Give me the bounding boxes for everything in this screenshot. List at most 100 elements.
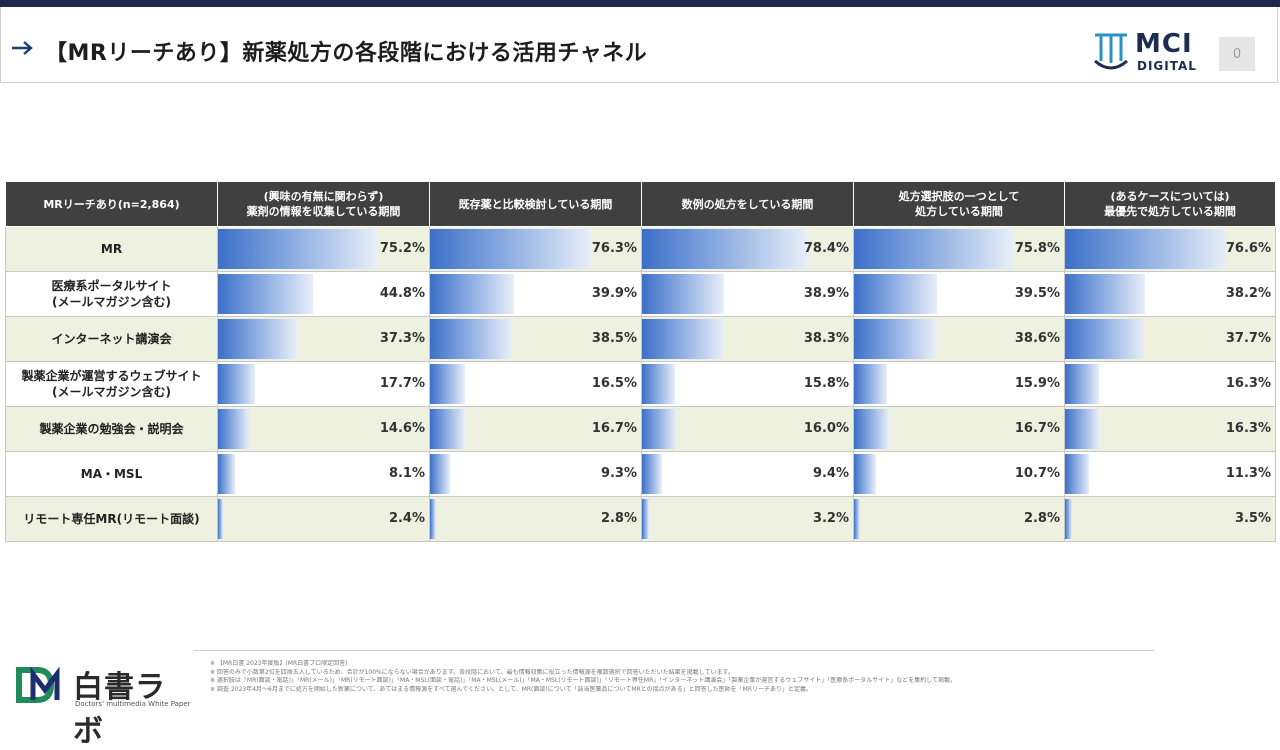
data-cell: 15.8%	[641, 361, 854, 407]
row-label: インターネット講演会	[5, 316, 218, 362]
slide-header: 【MRリーチあり】新薬処方の各段階における活用チャネル MCI DIGITAL …	[0, 7, 1278, 83]
value-label: 16.0%	[803, 421, 849, 436]
data-cell: 38.5%	[429, 316, 642, 362]
footnote-line: ※ 【MR白書 2023年度版】(MR白書プロ限定回答)	[210, 660, 348, 667]
data-cell: 3.5%	[1064, 496, 1276, 542]
value-label: 37.7%	[1225, 331, 1271, 346]
value-bar	[430, 319, 512, 359]
value-label: 10.7%	[1014, 466, 1060, 481]
value-label: 38.6%	[1014, 331, 1060, 346]
mci-logo-mark-icon	[1094, 33, 1128, 70]
value-label: 16.7%	[591, 421, 637, 436]
table-row: 製薬企業が運営するウェブサイト (メールマガジン含む) 17.7% 16.5% 15.…	[5, 361, 1276, 407]
value-bar	[642, 499, 649, 539]
top-accent-bar	[0, 0, 1280, 7]
data-cell: 2.8%	[429, 496, 642, 542]
data-cell: 38.2%	[1064, 271, 1276, 317]
data-cell: 38.9%	[641, 271, 854, 317]
table-row: MR 75.2% 76.3% 78.4% 75.8% 76.6%	[5, 226, 1276, 272]
hakusho-labo-logo: 白書ラボ Doctors' multimedia White Paper	[15, 662, 195, 749]
value-label: 16.7%	[1014, 421, 1060, 436]
data-cell: 8.1%	[217, 451, 430, 497]
value-bar	[854, 409, 890, 449]
value-bar	[642, 364, 676, 404]
data-cell: 3.2%	[641, 496, 854, 542]
table-row: インターネット講演会 37.3% 38.5% 38.3% 38.6% 37.7%	[5, 316, 1276, 362]
value-bar	[854, 454, 877, 494]
data-cell: 15.9%	[853, 361, 1065, 407]
digital-brand-text: DIGITAL	[1137, 59, 1197, 73]
value-label: 76.3%	[591, 241, 637, 256]
value-label: 16.5%	[591, 376, 637, 391]
page-title: 【MRリーチあり】新薬処方の各段階における活用チャネル	[45, 41, 648, 66]
table-corner-header: MRリーチあり(n=2,864)	[5, 181, 218, 227]
data-cell: 76.3%	[429, 226, 642, 272]
value-label: 38.9%	[803, 286, 849, 301]
value-bar	[854, 499, 860, 539]
value-label: 2.4%	[388, 511, 425, 526]
value-bar	[430, 229, 591, 269]
value-label: 3.2%	[812, 511, 849, 526]
value-bar	[218, 319, 297, 359]
data-cell: 9.4%	[641, 451, 854, 497]
data-cell: 39.5%	[853, 271, 1065, 317]
value-bar	[1065, 409, 1100, 449]
data-cell: 10.7%	[853, 451, 1065, 497]
row-label: 医療系ポータルサイト (メールマガジン含む)	[5, 271, 218, 317]
value-label: 15.9%	[1014, 376, 1060, 391]
value-bar	[218, 274, 313, 314]
data-cell: 16.5%	[429, 361, 642, 407]
hakusho-brand-subtitle: Doctors' multimedia White Paper	[75, 700, 191, 708]
value-label: 14.6%	[379, 421, 425, 436]
data-cell: 75.8%	[853, 226, 1065, 272]
row-label: MR	[5, 226, 218, 272]
data-cell: 16.7%	[429, 406, 642, 452]
arrow-right-icon	[12, 41, 33, 55]
data-cell: 37.7%	[1064, 316, 1276, 362]
value-label: 44.8%	[379, 286, 425, 301]
data-cell: 9.3%	[429, 451, 642, 497]
value-bar	[1065, 499, 1073, 539]
row-label: 製薬企業が運営するウェブサイト (メールマガジン含む)	[5, 361, 218, 407]
channel-usage-table: MRリーチあり(n=2,864) (興味の有無に関わらず) 薬剤の情報を収集して…	[5, 181, 1276, 542]
value-label: 75.8%	[1014, 241, 1060, 256]
value-bar	[1065, 229, 1226, 269]
data-cell: 75.2%	[217, 226, 430, 272]
value-label: 3.5%	[1234, 511, 1271, 526]
value-bar	[218, 409, 249, 449]
value-label: 38.2%	[1225, 286, 1271, 301]
value-label: 9.3%	[600, 466, 637, 481]
value-label: 75.2%	[379, 241, 425, 256]
value-bar	[642, 229, 808, 269]
column-header-3: 数例の処方をしている期間	[641, 181, 854, 227]
data-cell: 39.9%	[429, 271, 642, 317]
footnote-line: ※ 調査:2023年4月〜6月までに処方を開始した新薬について、あてはまる情報源…	[210, 685, 813, 693]
data-cell: 16.3%	[1064, 361, 1276, 407]
hakusho-logo-mark-icon	[16, 666, 60, 703]
data-cell: 17.7%	[217, 361, 430, 407]
data-cell: 37.3%	[217, 316, 430, 362]
data-cell: 76.6%	[1064, 226, 1276, 272]
value-label: 17.7%	[379, 376, 425, 391]
row-label: MA・MSL	[5, 451, 218, 497]
data-cell: 16.7%	[853, 406, 1065, 452]
table-row: 医療系ポータルサイト (メールマガジン含む) 44.8% 39.9% 38.9% 39.…	[5, 271, 1276, 317]
data-cell: 16.3%	[1064, 406, 1276, 452]
mci-digital-logo: MCI DIGITAL	[1091, 29, 1211, 77]
value-bar	[854, 319, 936, 359]
data-cell: 14.6%	[217, 406, 430, 452]
mci-brand-text: MCI	[1135, 29, 1193, 59]
value-bar	[218, 364, 256, 404]
value-label: 39.5%	[1014, 286, 1060, 301]
value-label: 78.4%	[803, 241, 849, 256]
column-header-1: (興味の有無に関わらず) 薬剤の情報を収集している期間	[217, 181, 430, 227]
column-header-5: (あるケースについては) 最優先で処方している期間	[1064, 181, 1276, 227]
value-label: 16.3%	[1225, 421, 1271, 436]
data-cell: 16.0%	[641, 406, 854, 452]
value-bar	[1065, 274, 1146, 314]
data-cell: 11.3%	[1064, 451, 1276, 497]
column-header-2: 既存薬と比較検討している期間	[429, 181, 642, 227]
value-label: 9.4%	[812, 466, 849, 481]
value-label: 38.5%	[591, 331, 637, 346]
value-bar	[854, 274, 937, 314]
